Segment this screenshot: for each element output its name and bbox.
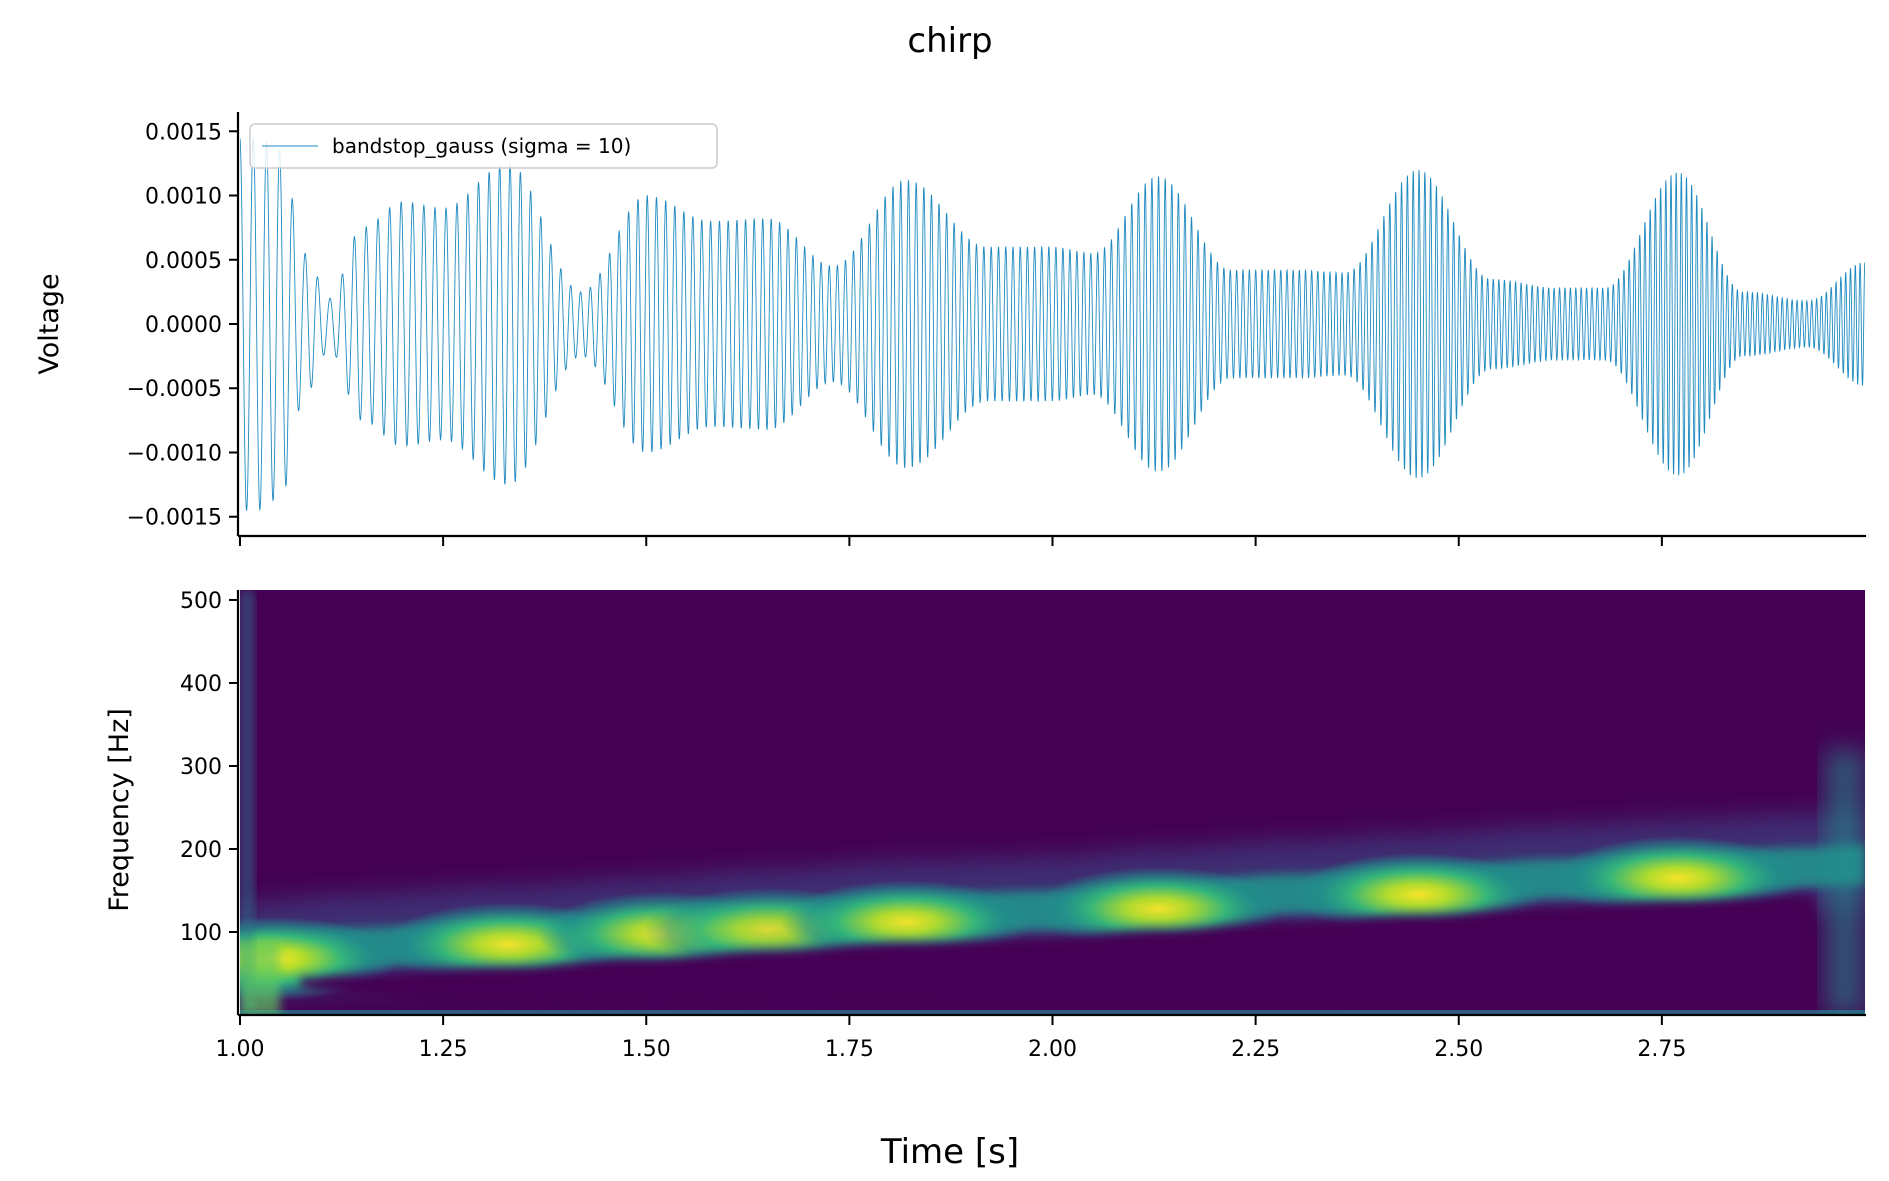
legend: bandstop_gauss (sigma = 10) xyxy=(249,123,718,169)
bottom-y-tick-label: 400 xyxy=(180,672,222,697)
bottom-x-tick-label: 1.25 xyxy=(419,1037,468,1062)
bottom-y-tick-label: 200 xyxy=(180,838,222,863)
voltage-axis-label: Voltage xyxy=(34,273,65,374)
top-y-ticks: 0.0015 0.0010 0.0005 0.0000 −0.0005 −0.0010 −0… xyxy=(127,120,238,531)
legend-label: bandstop_gauss (sigma = 10) xyxy=(332,134,631,158)
top-x-ticks xyxy=(239,536,1663,546)
spectrogram-image xyxy=(240,590,1865,1015)
top-y-tick-label: 0.0000 xyxy=(145,313,222,338)
frequency-axis-label: Frequency [Hz] xyxy=(104,708,135,912)
top-y-tick-label: 0.0015 xyxy=(145,120,222,145)
voltage-series-line xyxy=(240,137,1865,512)
top-y-tick-label: −0.0005 xyxy=(127,377,222,402)
top-y-tick-label: −0.0010 xyxy=(127,441,222,466)
left-edge-lowfreq xyxy=(240,940,280,1015)
bottom-y-ticks: 500 400 300 200 100 xyxy=(180,589,238,946)
voltage-trace xyxy=(240,137,1865,512)
bottom-x-tick-label: 2.25 xyxy=(1231,1037,1280,1062)
bottom-x-tick-label: 1.50 xyxy=(622,1037,671,1062)
bottom-x-tick-label: 2.75 xyxy=(1637,1037,1686,1062)
bottom-y-tick-label: 300 xyxy=(180,755,222,780)
legend-frame xyxy=(249,123,718,169)
time-axis-label: Time [s] xyxy=(880,1132,1019,1172)
bottom-x-tick-label: 1.00 xyxy=(216,1037,265,1062)
bottom-x-tick-label: 1.75 xyxy=(825,1037,874,1062)
bottom-x-tick-label: 2.00 xyxy=(1028,1037,1077,1062)
top-y-tick-label: 0.0010 xyxy=(145,185,222,210)
low-frequency-floor xyxy=(240,1010,1865,1015)
bottom-x-ticks: 1.00 1.25 1.50 1.75 2.00 2.25 2.50 2.75 xyxy=(216,1015,1686,1062)
right-edge-effect xyxy=(1825,749,1865,1015)
top-y-tick-label: −0.0015 xyxy=(127,506,222,531)
figure-title: chirp xyxy=(907,21,992,61)
low-energy-gap xyxy=(300,895,1815,1009)
spectrogram-panel: 500 400 300 200 100 1.00 1.25 1.50 1.75 2.00 2.25… xyxy=(104,589,1866,1062)
bottom-y-tick-label: 500 xyxy=(180,589,222,614)
bottom-x-tick-label: 2.50 xyxy=(1434,1037,1483,1062)
top-y-tick-label: 0.0005 xyxy=(145,249,222,274)
voltage-panel: 0.0015 0.0010 0.0005 0.0000 −0.0005 −0.0010 −0… xyxy=(34,112,1866,546)
left-edge-effect xyxy=(240,590,254,1015)
bottom-y-tick-label: 100 xyxy=(180,921,222,946)
spectrogram-energy xyxy=(240,590,1865,1015)
